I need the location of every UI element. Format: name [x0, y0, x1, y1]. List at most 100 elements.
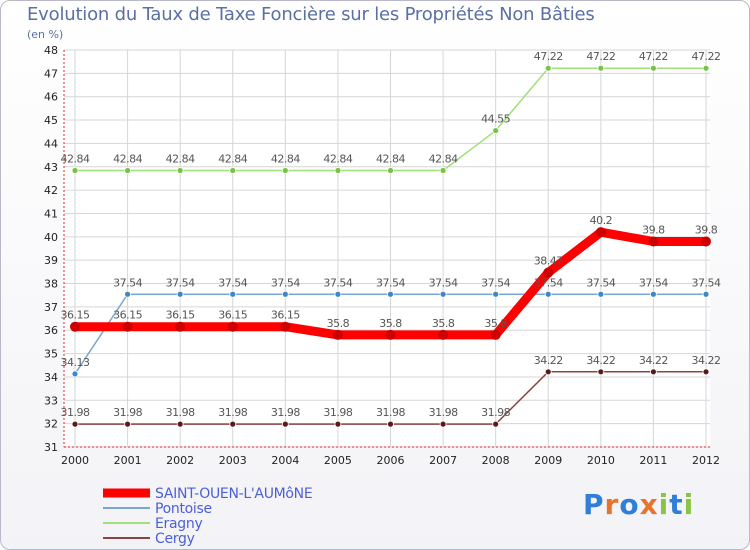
- data-point: [439, 420, 447, 428]
- data-label: 36.15: [113, 309, 142, 322]
- data-point: [702, 368, 710, 376]
- y-tick-label: 47: [44, 67, 58, 80]
- data-label: 39.8: [642, 223, 665, 236]
- data-point: [176, 290, 184, 298]
- y-tick-label: 32: [44, 418, 58, 431]
- data-label: 31.98: [271, 406, 300, 419]
- data-point: [543, 267, 554, 278]
- data-label: 31.98: [429, 406, 458, 419]
- logo-letter: o: [619, 488, 640, 521]
- y-tick-label: 38: [44, 278, 58, 291]
- data-point: [124, 420, 131, 428]
- data-label: 31.98: [61, 406, 90, 419]
- y-tick-label: 37: [44, 301, 58, 314]
- data-label: 37.54: [323, 276, 352, 289]
- y-tick-label: 31: [44, 441, 58, 454]
- data-label: 37.54: [639, 276, 668, 289]
- data-point: [332, 329, 343, 340]
- data-point: [229, 420, 237, 428]
- data-point: [229, 167, 237, 174]
- data-label: 42.84: [113, 153, 142, 166]
- data-point: [492, 127, 500, 134]
- data-point: [597, 368, 605, 376]
- logo-letter: x: [639, 488, 659, 521]
- y-tick-label: 46: [44, 91, 58, 104]
- data-point: [70, 321, 80, 332]
- data-point: [439, 290, 447, 298]
- data-point: [701, 236, 711, 247]
- data-label: 31.98: [481, 406, 510, 419]
- data-point: [122, 321, 133, 332]
- data-label: 47.22: [534, 50, 563, 63]
- data-label: 37.54: [166, 276, 195, 289]
- plot-area: [64, 50, 710, 447]
- data-point: [597, 290, 605, 298]
- data-label: 39.8: [695, 223, 718, 236]
- x-tick-label: 2008: [482, 454, 510, 467]
- legend-label: SAINT-OUEN-L'AUMôNE: [155, 486, 312, 502]
- data-point: [387, 290, 394, 298]
- data-label: 37.54: [692, 276, 721, 289]
- data-label: 34.22: [692, 354, 721, 367]
- data-label: 42.84: [376, 153, 405, 166]
- data-point: [281, 420, 289, 428]
- data-point: [648, 236, 659, 247]
- y-tick-label: 48: [44, 44, 58, 57]
- data-point: [71, 370, 79, 378]
- data-point: [124, 290, 131, 298]
- data-label: 35.8: [484, 317, 507, 330]
- chart-title: Evolution du Taux de Taxe Foncière sur l…: [27, 4, 595, 25]
- data-label: 35.8: [432, 317, 455, 330]
- x-tick-label: 2007: [429, 454, 457, 467]
- data-point: [650, 368, 657, 376]
- y-tick-label: 39: [44, 254, 58, 267]
- data-point: [281, 167, 289, 174]
- data-point: [334, 167, 342, 174]
- logo-letter: P: [583, 488, 605, 521]
- data-point: [71, 420, 79, 428]
- unit-label: (en %): [27, 28, 64, 41]
- y-tick-label: 43: [44, 161, 58, 174]
- data-label: 35.8: [327, 317, 350, 330]
- data-point: [597, 64, 605, 72]
- data-label: 47.22: [639, 50, 668, 63]
- data-label: 34.22: [534, 354, 563, 367]
- logo-letter: r: [604, 488, 620, 521]
- data-label: 37.54: [113, 276, 142, 289]
- data-point: [387, 420, 394, 428]
- data-label: 44.55: [481, 113, 510, 126]
- data-label: 34.22: [586, 354, 615, 367]
- data-point: [385, 329, 396, 340]
- data-label: 37.54: [586, 276, 615, 289]
- data-label: 37.54: [481, 276, 510, 289]
- data-label: 31.98: [218, 406, 247, 419]
- data-point: [281, 290, 289, 298]
- data-label: 37.54: [271, 276, 300, 289]
- data-label: 31.98: [323, 406, 352, 419]
- data-point: [176, 420, 184, 428]
- data-label: 42.84: [166, 153, 195, 166]
- data-point: [595, 227, 606, 238]
- x-tick-label: 2011: [639, 454, 667, 467]
- logo-letter: i: [683, 488, 695, 521]
- data-label: 37.54: [429, 276, 458, 289]
- x-tick-label: 2012: [692, 454, 720, 467]
- x-tick-label: 2009: [534, 454, 562, 467]
- data-point: [492, 420, 500, 428]
- data-point: [71, 167, 79, 174]
- data-point: [227, 321, 238, 332]
- y-tick-label: 40: [44, 231, 58, 244]
- logo-letter: t: [669, 488, 684, 521]
- x-tick-label: 2003: [219, 454, 247, 467]
- legend-label: Cergy: [155, 531, 195, 547]
- data-point: [229, 290, 237, 298]
- data-label: 42.84: [429, 153, 458, 166]
- data-label: 37.54: [218, 276, 247, 289]
- x-tick-label: 2002: [166, 454, 194, 467]
- data-label: 31.98: [376, 406, 405, 419]
- data-point: [490, 329, 501, 340]
- data-point: [280, 321, 291, 332]
- data-label: 42.84: [323, 153, 352, 166]
- data-point: [334, 420, 342, 428]
- data-label: 37.54: [376, 276, 405, 289]
